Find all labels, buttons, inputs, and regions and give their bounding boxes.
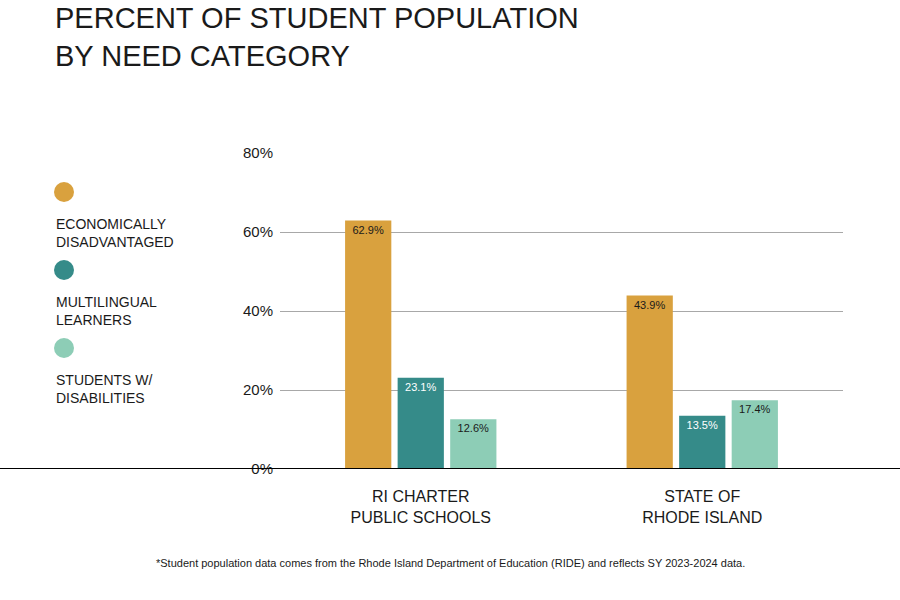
svg-text:62.9%: 62.9% bbox=[352, 224, 383, 236]
svg-text:80%: 80% bbox=[243, 144, 273, 161]
svg-text:43.9%: 43.9% bbox=[634, 299, 665, 311]
svg-text:60%: 60% bbox=[243, 223, 273, 240]
svg-text:RI CHARTERPUBLIC SCHOOLS: RI CHARTERPUBLIC SCHOOLS bbox=[351, 488, 491, 526]
svg-text:17.4%: 17.4% bbox=[739, 403, 770, 415]
svg-text:PERCENT OF STUDENT POPULATIONB: PERCENT OF STUDENT POPULATIONBY NEED CAT… bbox=[55, 2, 579, 72]
svg-text:0%: 0% bbox=[251, 460, 273, 477]
svg-text:STATE OFRHODE ISLAND: STATE OFRHODE ISLAND bbox=[642, 488, 762, 526]
svg-text:20%: 20% bbox=[243, 381, 273, 398]
svg-text:*Student population data comes: *Student population data comes from the … bbox=[156, 557, 745, 569]
svg-text:MULTILINGUALLEARNERS: MULTILINGUALLEARNERS bbox=[56, 294, 157, 328]
svg-text:13.5%: 13.5% bbox=[687, 419, 718, 431]
svg-text:STUDENTS W/DISABILITIES: STUDENTS W/DISABILITIES bbox=[56, 372, 153, 406]
svg-text:ECONOMICALLYDISADVANTAGED: ECONOMICALLYDISADVANTAGED bbox=[56, 216, 174, 250]
svg-text:40%: 40% bbox=[243, 302, 273, 319]
svg-text:12.6%: 12.6% bbox=[458, 422, 489, 434]
svg-text:23.1%: 23.1% bbox=[405, 381, 436, 393]
